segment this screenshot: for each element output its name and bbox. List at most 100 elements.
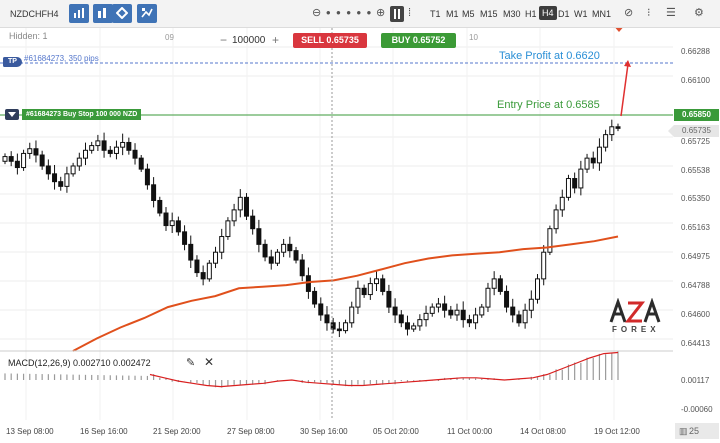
timeframe-w1[interactable]: W1 — [574, 9, 588, 19]
candle — [559, 196, 565, 211]
candle — [404, 322, 410, 330]
timeframe-m5[interactable]: M5 — [462, 9, 475, 19]
macd-tick: 0.00117 — [681, 376, 710, 385]
candle — [132, 149, 138, 159]
candle — [473, 314, 479, 324]
candle — [367, 283, 373, 296]
quantity-increase-button[interactable]: + — [272, 33, 280, 47]
candle — [528, 298, 534, 311]
entry-price-badge: 0.65850 — [674, 109, 719, 121]
quantity-field[interactable]: 100000 — [232, 35, 266, 46]
bar-chart-icon[interactable] — [69, 4, 89, 23]
candle — [2, 156, 8, 162]
candle — [194, 259, 200, 274]
order-menu-icon[interactable] — [5, 109, 19, 120]
candle — [448, 309, 454, 316]
candle — [535, 278, 541, 300]
quantity-decrease-button[interactable]: − — [220, 33, 228, 47]
candle — [361, 287, 367, 296]
price-tick: 0.65163 — [681, 223, 710, 232]
candle — [299, 259, 305, 277]
candle — [584, 157, 590, 170]
candle — [312, 290, 318, 305]
take-profit-annotation: Take Profit at 0.6620 — [499, 50, 600, 62]
timeframe-h1[interactable]: H1 — [525, 9, 537, 19]
candle — [262, 243, 268, 258]
candle — [237, 196, 243, 211]
drawing-tools-icon[interactable]: ⁞ — [408, 7, 412, 19]
hidden-objects-label[interactable]: Hidden: 1 — [9, 31, 48, 41]
grid-icon[interactable]: ⁝ — [647, 7, 651, 19]
candle — [126, 141, 132, 151]
timeframe-d1[interactable]: D1 — [558, 9, 570, 19]
crosshair-icon[interactable]: ⊘ — [624, 7, 634, 19]
time-tick: 14 Oct 08:00 — [520, 427, 566, 436]
timeframe-t1[interactable]: T1 — [430, 9, 441, 19]
candle — [305, 275, 311, 292]
candle — [33, 148, 39, 156]
zoom-control[interactable]: ▥ 25 — [675, 423, 719, 439]
candle — [151, 184, 157, 201]
timeframe-m30[interactable]: M30 — [503, 9, 521, 19]
close-icon[interactable]: ✕ — [204, 355, 215, 369]
buy-button[interactable]: BUY 0.65752 — [381, 33, 456, 48]
settings-icon[interactable]: ⚙ — [694, 7, 704, 19]
candle — [466, 319, 472, 324]
take-profit-order-label: #61684273, 350 pips — [24, 54, 99, 63]
pending-order-label[interactable]: #61684273 Buy Stop 100 000 NZD — [22, 109, 142, 120]
candle — [485, 287, 491, 308]
timeframe-m15[interactable]: M15 — [480, 9, 498, 19]
zoom-in-icon[interactable]: ⊕ — [376, 7, 386, 19]
candle — [175, 220, 181, 233]
candle — [213, 251, 219, 264]
price-tick: 0.64413 — [681, 339, 710, 348]
candle — [336, 328, 342, 332]
price-tick: 0.65538 — [681, 166, 710, 175]
candle — [386, 290, 392, 308]
time-tick: 13 Sep 08:00 — [6, 427, 54, 436]
bar-chart-icon[interactable] — [93, 4, 113, 23]
price-tick: 0.64600 — [681, 310, 710, 319]
candle — [107, 149, 113, 154]
broker-logo-text: FOREX — [612, 325, 660, 334]
price-tick: 0.66100 — [681, 76, 710, 85]
candle — [101, 140, 107, 151]
symbol-label[interactable]: NZDCHF — [10, 9, 47, 19]
time-tick: 16 Sep 16:00 — [80, 427, 128, 436]
timeframe-h4[interactable]: H4 — [539, 6, 557, 20]
list-icon[interactable]: ☰ — [666, 7, 676, 19]
dots-icon: • • • • • — [326, 5, 373, 20]
timeframe-mn1[interactable]: MN1 — [592, 9, 612, 19]
candle — [14, 160, 20, 169]
candle — [82, 149, 88, 159]
candle — [225, 220, 231, 238]
price-tick: 0.65725 — [681, 137, 710, 146]
candle — [27, 148, 33, 154]
candle — [504, 290, 510, 308]
candle — [615, 126, 621, 129]
sell-button[interactable]: SELL 0.65735 — [293, 33, 367, 48]
candle — [497, 278, 503, 292]
candle — [138, 157, 144, 170]
diamond-icon[interactable] — [112, 4, 132, 23]
candle — [417, 319, 423, 327]
time-tick: 27 Sep 08:00 — [227, 427, 275, 436]
indicators-icon[interactable] — [137, 4, 157, 23]
price-chart[interactable] — [0, 28, 673, 420]
candle — [435, 303, 441, 308]
candle — [256, 228, 262, 245]
candle — [45, 165, 51, 175]
take-profit-tag[interactable]: TP — [3, 57, 22, 67]
timeframe-m1[interactable]: M1 — [446, 9, 459, 19]
candlestick-type-icon[interactable] — [390, 6, 404, 22]
candle — [343, 322, 349, 332]
zoom-out-icon[interactable]: ⊖ — [312, 7, 322, 19]
date-mark: 10 — [469, 33, 478, 42]
edit-icon[interactable]: ✎ — [186, 357, 196, 369]
candle — [95, 140, 101, 147]
period-label[interactable]: H4 — [47, 9, 59, 19]
candle — [392, 306, 398, 316]
candle — [380, 278, 386, 292]
candle — [324, 314, 330, 324]
macd-signal-line — [149, 351, 619, 388]
